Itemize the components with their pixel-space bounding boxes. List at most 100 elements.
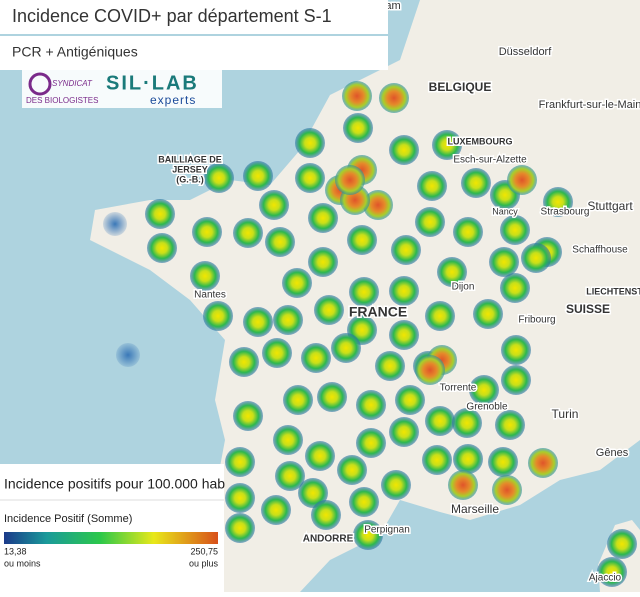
heat-spot xyxy=(262,338,292,368)
heat-spot xyxy=(415,207,445,237)
place-label: Nancy xyxy=(492,206,518,216)
heat-spot xyxy=(229,347,259,377)
heat-spot xyxy=(501,335,531,365)
place-label: Stuttgart xyxy=(587,199,633,213)
legend-gradient xyxy=(4,532,218,544)
place-label: Perpignan xyxy=(364,525,410,536)
place-label: BAILLIAGE DE xyxy=(158,154,222,164)
heat-spot xyxy=(192,217,222,247)
legend-box xyxy=(0,464,224,592)
heat-spot xyxy=(395,385,425,415)
place-label: Esch-sur-Alzette xyxy=(453,155,527,166)
place-label: Nantes xyxy=(194,290,226,301)
heat-spot xyxy=(452,408,482,438)
heat-spot xyxy=(225,513,255,543)
heat-spot xyxy=(335,165,365,195)
heat-spot xyxy=(432,130,462,160)
heat-spot xyxy=(275,461,305,491)
legend-min: 13,38 xyxy=(4,546,27,556)
heat-spot xyxy=(500,215,530,245)
heat-spot xyxy=(349,277,379,307)
heat-spot xyxy=(204,163,234,193)
mediterranean xyxy=(300,440,640,592)
heat-spot xyxy=(415,355,445,385)
place-label: JERSEY xyxy=(172,164,208,174)
heat-spot xyxy=(461,168,491,198)
heat-spot xyxy=(233,401,263,431)
heat-spot xyxy=(422,445,452,475)
heat-spot xyxy=(528,448,558,478)
heat-spot xyxy=(363,190,393,220)
heat-spot xyxy=(190,261,220,291)
place-label: (G.-B.) xyxy=(176,174,204,184)
place-label: LIECHTENSTEIN xyxy=(586,286,640,296)
title-box xyxy=(0,0,388,34)
heat-spot xyxy=(314,295,344,325)
subtitle: PCR + Antigéniques xyxy=(12,44,138,60)
heat-spot xyxy=(317,382,347,412)
legend-max: 250,75 xyxy=(190,546,218,556)
heat-spot xyxy=(225,483,255,513)
logo-box xyxy=(22,70,222,108)
heat-spot xyxy=(425,301,455,331)
logo-text: DES BIOLOGISTES xyxy=(26,96,98,105)
heat-spot xyxy=(473,299,503,329)
heat-spot xyxy=(389,135,419,165)
legend-max-note: ou plus xyxy=(189,558,219,568)
heat-spot xyxy=(389,320,419,350)
heat-spot xyxy=(295,163,325,193)
heat-spot xyxy=(543,187,573,217)
place-label: Strasbourg xyxy=(541,207,590,218)
heat-spot xyxy=(225,447,255,477)
heat-spot xyxy=(283,385,313,415)
heat-spot xyxy=(273,305,303,335)
place-label: LUXEMBOURG xyxy=(448,136,513,146)
place-label: SUISSE xyxy=(566,302,610,316)
place-labels: BELGIQUE Düsseldorf Frankfurt-sur-le-Main L… xyxy=(157,0,640,585)
heat-spot xyxy=(116,343,140,367)
heat-spot xyxy=(489,247,519,277)
place-label: FRANCE xyxy=(349,304,407,320)
heat-spot xyxy=(448,470,478,500)
place-label: Marseille xyxy=(451,502,499,516)
legend-field: Incidence Positif (Somme) xyxy=(4,513,132,525)
heat-layer xyxy=(103,81,637,587)
place-label: Ajaccio xyxy=(589,573,622,584)
heat-spot xyxy=(492,475,522,505)
heat-spot xyxy=(295,128,325,158)
heat-spot xyxy=(417,171,447,201)
heat-spot xyxy=(298,478,328,508)
place-label: Fribourg xyxy=(518,315,555,326)
heat-spot xyxy=(389,276,419,306)
heat-spot xyxy=(425,406,455,436)
subtitle-box xyxy=(0,36,388,70)
heat-spot xyxy=(308,203,338,233)
heat-spot xyxy=(233,218,263,248)
heat-spot xyxy=(259,190,289,220)
heat-spot xyxy=(349,487,379,517)
heat-spot xyxy=(597,557,627,587)
heat-spot xyxy=(521,243,551,273)
heat-spot xyxy=(500,273,530,303)
heat-spot xyxy=(391,235,421,265)
logo-text: experts xyxy=(150,93,196,107)
heat-spot xyxy=(381,470,411,500)
heat-spot xyxy=(282,268,312,298)
logo-text: SIL·LAB xyxy=(106,72,199,94)
heat-spot xyxy=(379,83,409,113)
heat-spot xyxy=(507,165,537,195)
heat-spot xyxy=(501,365,531,395)
heat-spot xyxy=(389,417,419,447)
heat-spot xyxy=(453,444,483,474)
heat-spot xyxy=(147,233,177,263)
heat-spot xyxy=(311,500,341,530)
logo-icon xyxy=(28,72,52,96)
place-label: ANDORRE xyxy=(303,534,354,545)
title: Incidence COVID+ par département S-1 xyxy=(12,6,332,26)
place-label: Frankfurt-sur-le-Main xyxy=(539,99,640,111)
heat-spot xyxy=(243,161,273,191)
legend-title: Incidence positifs pour 100.000 hab xyxy=(4,476,225,492)
heat-spot xyxy=(308,247,338,277)
heat-spot xyxy=(347,225,377,255)
